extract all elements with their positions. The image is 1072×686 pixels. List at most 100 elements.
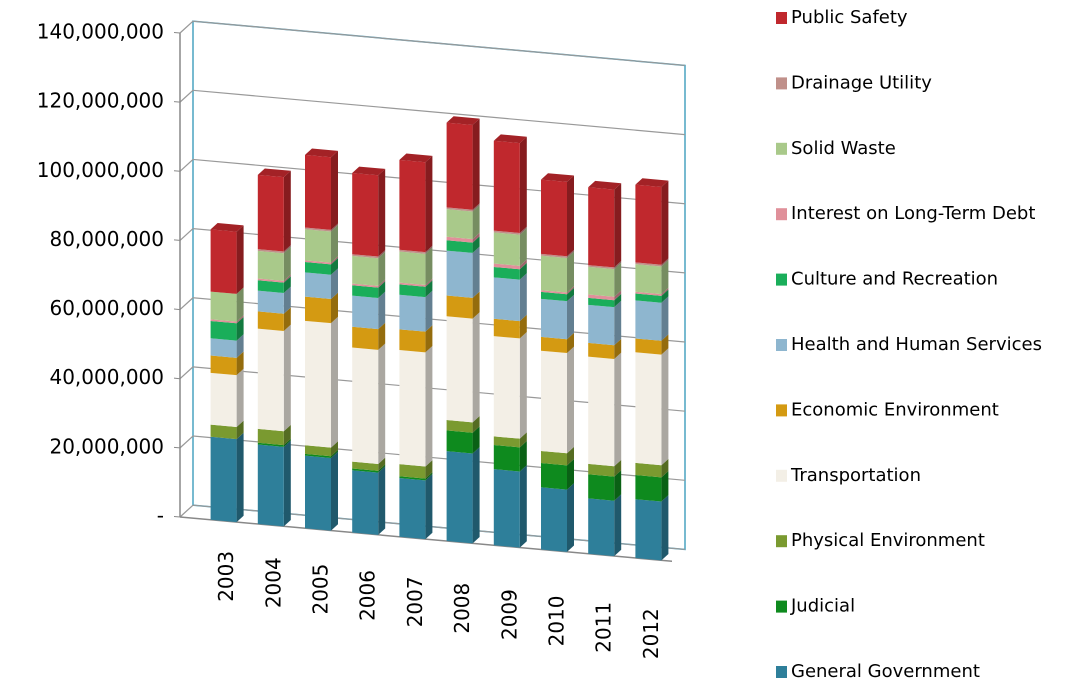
bar-side	[236, 316, 244, 341]
bar-side	[425, 346, 433, 467]
bar-segment	[541, 291, 567, 302]
legend-swatch	[776, 208, 787, 221]
bar-side	[519, 432, 527, 448]
grid-line	[193, 20, 685, 67]
bar-side	[378, 457, 386, 471]
bar-segment	[493, 263, 520, 270]
y-tick-label: 20,000,000	[49, 434, 164, 458]
bar-segment	[446, 316, 473, 423]
bar-side	[331, 451, 338, 531]
bar-segment	[352, 461, 379, 471]
bar-segment	[257, 174, 284, 252]
bar-side	[519, 226, 527, 235]
bar-segment	[493, 140, 520, 233]
bar-segment	[588, 297, 615, 308]
bar-side	[614, 290, 622, 301]
x-tick-label: 2009	[497, 589, 521, 640]
bar-side	[425, 325, 433, 353]
bar-top	[493, 134, 527, 144]
legend-swatch	[776, 469, 787, 482]
bar-segment	[305, 272, 331, 299]
bar-side	[567, 286, 574, 295]
tick-mark	[174, 515, 180, 518]
bar-segment	[446, 451, 473, 544]
bar-segment	[541, 450, 567, 466]
bar-side	[283, 246, 291, 281]
bar-side	[378, 279, 386, 288]
legend-swatch	[776, 142, 787, 155]
bar-side	[661, 348, 669, 466]
legend-swatch	[776, 535, 787, 548]
bar-side	[567, 332, 574, 354]
bar-segment	[210, 319, 237, 324]
bar-top	[399, 153, 433, 163]
bar-side	[614, 300, 622, 346]
bar-side	[614, 459, 622, 477]
tick-mark	[174, 31, 180, 34]
bar-side	[283, 307, 291, 332]
bar-side	[283, 170, 291, 252]
bar-segment	[257, 278, 284, 283]
tick-mark	[174, 377, 180, 380]
bar-segment	[305, 262, 331, 275]
legend-swatch	[776, 404, 787, 417]
bar-side	[378, 466, 386, 535]
bar-top	[257, 168, 291, 178]
bar-side	[378, 464, 386, 473]
bar-side	[283, 286, 291, 314]
bar-segment	[257, 428, 284, 446]
bar-segment	[493, 232, 520, 266]
bar-side	[425, 280, 433, 298]
bar-side	[614, 352, 622, 467]
grid-line	[179, 435, 194, 449]
bar-segment	[446, 236, 473, 243]
bar-side	[661, 258, 669, 267]
bar-side	[519, 259, 527, 270]
bar-side	[567, 294, 574, 340]
bar-segment	[446, 207, 473, 212]
bar-segment	[399, 350, 426, 467]
y-tick-label: -	[157, 504, 164, 528]
bar-segment	[635, 184, 662, 265]
bar-side	[661, 260, 669, 295]
bar-side	[236, 351, 244, 376]
bar-segment	[399, 284, 426, 298]
bar-segment	[352, 255, 379, 286]
bar-side	[425, 473, 433, 540]
legend-swatch	[776, 666, 787, 678]
bar-segment	[541, 336, 567, 354]
bar-side	[472, 447, 480, 544]
bar-side	[472, 236, 480, 253]
bar-side	[614, 470, 622, 501]
y-tick-label: 100,000,000	[37, 158, 164, 182]
bar-side	[236, 334, 244, 358]
y-tick-label: 60,000,000	[49, 296, 164, 320]
bar-segment	[352, 326, 379, 350]
bar-side	[283, 274, 291, 283]
bar-segment	[210, 424, 237, 440]
bar-side	[378, 250, 386, 259]
bar-segment	[305, 154, 331, 230]
bar-segment	[446, 122, 473, 210]
grid-line	[179, 297, 194, 311]
bar-side	[614, 293, 622, 308]
x-tick-label: 2007	[403, 576, 427, 627]
bar-segment	[588, 463, 615, 477]
bar-segment	[635, 462, 662, 478]
bar-segment	[588, 294, 615, 301]
tick-mark	[174, 101, 180, 103]
tick-mark	[174, 239, 180, 241]
legend-label: Transportation	[790, 465, 921, 486]
bar-top	[446, 116, 480, 126]
bar-side	[236, 287, 244, 322]
bar-side	[567, 446, 574, 466]
bar-side	[378, 251, 386, 286]
bar-side	[331, 150, 338, 230]
bar-segment	[305, 227, 331, 232]
bar-segment	[399, 294, 426, 332]
bar-side	[519, 465, 527, 548]
bar-segment	[588, 474, 615, 501]
bar-segment	[446, 430, 473, 454]
bar-side	[331, 441, 338, 457]
